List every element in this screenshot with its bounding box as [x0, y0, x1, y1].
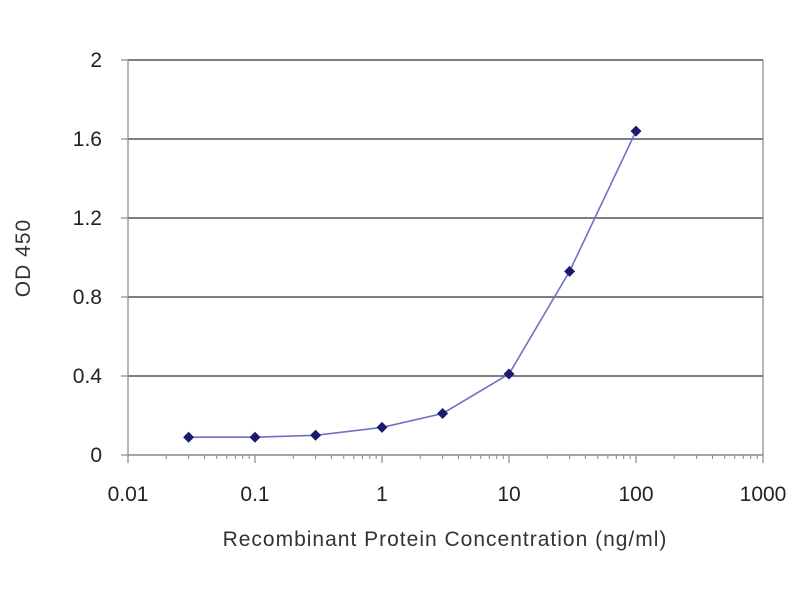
- data-point: [437, 408, 449, 420]
- series: [183, 125, 642, 443]
- x-tick-label: 10: [497, 483, 520, 506]
- x-tick-label: 1: [376, 483, 388, 506]
- data-point: [183, 431, 195, 443]
- series-line: [188, 130, 637, 439]
- data-point: [503, 368, 515, 380]
- y-tick-label: 2: [90, 49, 102, 72]
- y-tick-label: 0.8: [73, 286, 102, 309]
- data-point: [630, 125, 642, 137]
- data-point: [564, 265, 576, 277]
- y-tick-label: 1.6: [73, 128, 102, 151]
- y-tick-label: 0.4: [73, 365, 103, 388]
- data-point: [310, 429, 322, 441]
- x-axis-title: Recombinant Protein Concentration (ng/ml…: [223, 528, 668, 551]
- gridlines: [128, 59, 763, 377]
- y-tick-label: 1.2: [73, 207, 102, 230]
- y-axis-title: OD 450: [12, 219, 35, 297]
- x-tick-label: 1000: [740, 483, 787, 506]
- y-tick-labels: 0 0.4 0.8 1.2 1.6 2: [73, 49, 103, 467]
- axes: [121, 59, 764, 463]
- data-point: [376, 421, 388, 433]
- x-tick-label: 0.1: [240, 483, 269, 506]
- y-tick-label: 0: [90, 444, 102, 467]
- x-tick-label: 100: [618, 483, 653, 506]
- data-point: [249, 431, 261, 443]
- x-tick-labels: 0.01 0.1 1 10 100 1000: [108, 483, 787, 506]
- x-tick-label: 0.01: [108, 483, 149, 506]
